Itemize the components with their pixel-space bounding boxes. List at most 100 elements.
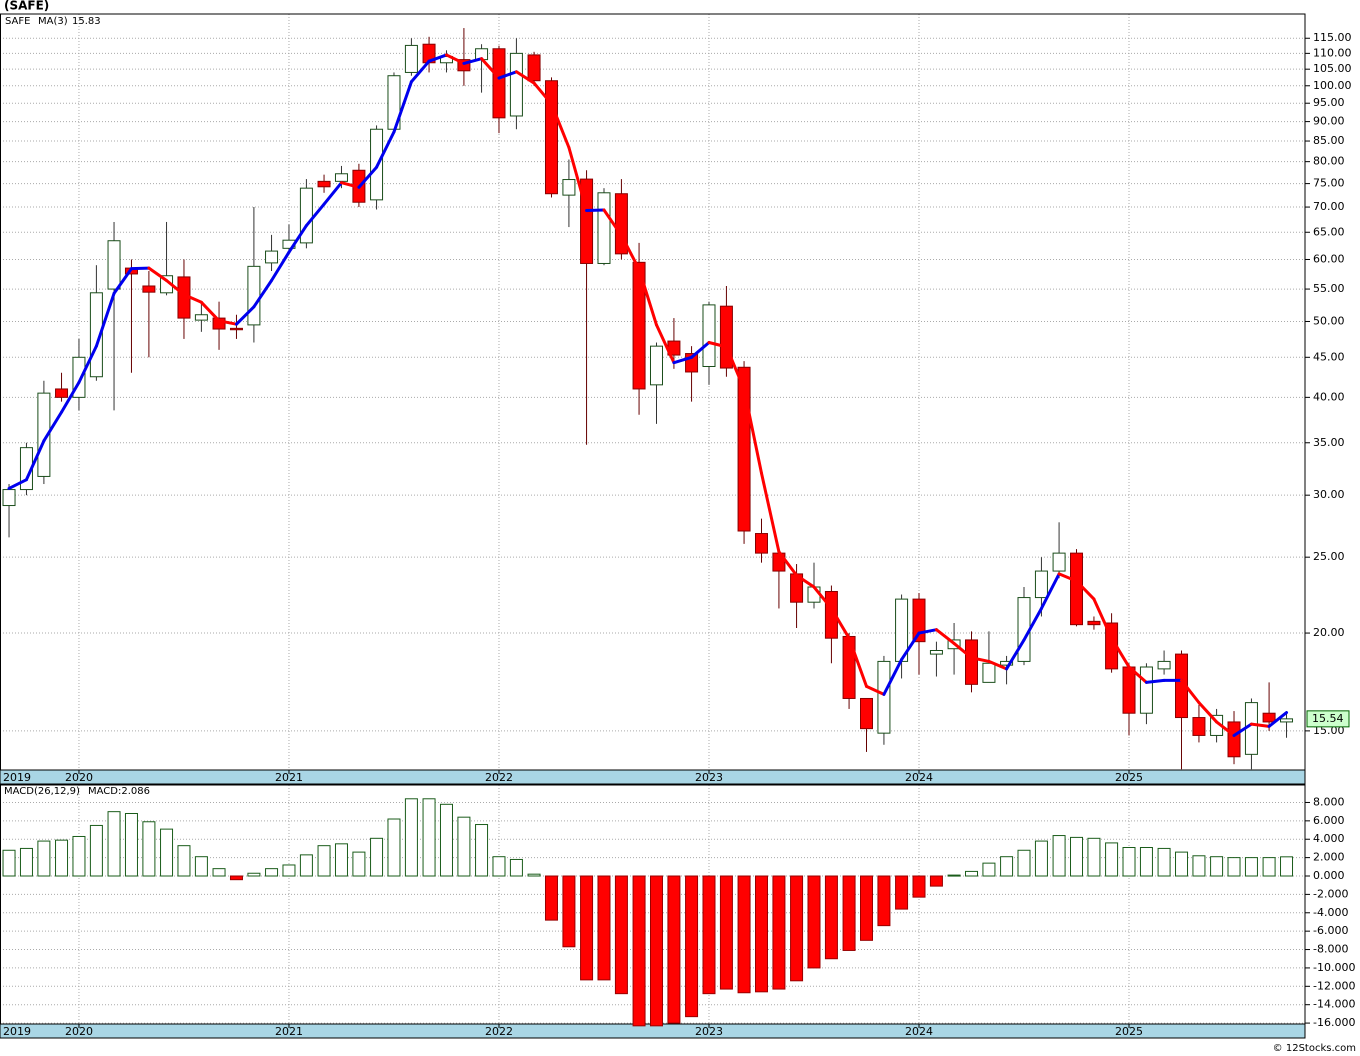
ma-segment — [1075, 579, 1096, 601]
macd-bar — [475, 824, 489, 877]
ma-segment — [427, 53, 448, 63]
candle-body — [1227, 721, 1241, 758]
ma-segment — [444, 53, 466, 65]
macd-bar — [614, 875, 628, 995]
macd-bar — [1175, 851, 1189, 877]
macd-bar — [212, 868, 226, 877]
candle-body — [1262, 712, 1276, 723]
ma-segment — [829, 606, 851, 640]
macd-bar — [177, 845, 191, 877]
y-tick-label: 95.00 — [1313, 96, 1345, 109]
ma-segment — [1127, 665, 1148, 684]
ma-segment — [812, 585, 833, 610]
ma-segment — [549, 102, 571, 149]
ma-segment — [375, 130, 396, 169]
ma-segment — [777, 550, 799, 577]
ma-segment — [1232, 722, 1253, 737]
y-tick-label: 105.00 — [1313, 62, 1352, 75]
macd-bar — [37, 840, 51, 877]
macd-bar — [772, 875, 786, 990]
macd-bar — [509, 858, 523, 877]
macd-bar — [229, 875, 243, 881]
macd-bar — [439, 803, 453, 877]
x-tick-label: 2022 — [485, 1025, 513, 1038]
candle-body — [492, 48, 506, 119]
x-tick-label: 2025 — [1115, 1025, 1143, 1038]
ma-segment — [94, 291, 116, 348]
candle-body — [1157, 660, 1171, 670]
ma-segment — [182, 293, 203, 304]
ma-segment — [1092, 597, 1114, 640]
ma-segment — [252, 279, 274, 309]
macd-bar — [1227, 857, 1241, 877]
ma-segment — [970, 656, 991, 663]
macd-bar — [1122, 847, 1136, 877]
y-tick-label: 80.00 — [1313, 155, 1345, 168]
candle-body — [334, 173, 348, 182]
candle-body — [1139, 666, 1153, 714]
macd-bar — [1105, 842, 1119, 877]
candle-body — [1034, 570, 1048, 599]
macd-bar — [790, 875, 804, 982]
y-tick-label: 20.00 — [1313, 626, 1345, 639]
chart-title: (SAFE) — [4, 0, 49, 13]
ma-segment — [637, 267, 658, 327]
legend-ma-value: 15.83 — [72, 16, 101, 27]
candle-body — [194, 314, 208, 321]
macd-bar — [1087, 837, 1101, 877]
macd-bar — [492, 856, 506, 877]
candle-body — [527, 54, 541, 82]
y-tick-label: 25.00 — [1313, 550, 1345, 563]
macd-bar — [842, 875, 856, 951]
y-tick-label: 110.00 — [1313, 46, 1352, 59]
ma-segment — [742, 387, 763, 475]
x-tick-label: 2021 — [275, 771, 303, 784]
candle-body — [457, 59, 471, 72]
macd-bar — [299, 854, 313, 877]
candle-body — [632, 261, 646, 390]
macd-bar — [124, 812, 138, 877]
macd-bar — [142, 821, 156, 877]
x-tick-label: 2023 — [695, 1025, 723, 1038]
macd-bar — [2, 849, 16, 877]
ma-segment — [1215, 720, 1236, 737]
ma-segment — [7, 478, 28, 490]
macd-bar — [1262, 857, 1276, 877]
macd-bar — [597, 875, 611, 981]
ma-segment — [882, 658, 904, 696]
ma-segment — [1197, 701, 1219, 724]
y-tick-label: -4.000 — [1313, 906, 1348, 919]
x-tick-label: 2019 — [3, 771, 31, 784]
macd-bar — [160, 828, 174, 877]
footer: © 12Stocks.com — [1273, 1043, 1356, 1054]
y-tick-label: 35.00 — [1313, 436, 1345, 449]
macd-bar — [352, 851, 366, 877]
ma-segment — [304, 202, 326, 228]
candle-body — [754, 533, 768, 554]
macd-bar — [929, 875, 943, 887]
y-tick-label: 85.00 — [1313, 134, 1345, 147]
ma-segment — [900, 631, 921, 662]
ma-segment — [987, 659, 1009, 671]
macd-bar — [1192, 855, 1206, 877]
ma-segment — [234, 305, 256, 326]
candle-body — [37, 392, 51, 477]
ma-segment — [42, 410, 64, 443]
macd-bar — [947, 874, 961, 877]
legend-macd-name: MACD(26,12,9) — [4, 786, 80, 797]
candle-body — [1052, 552, 1066, 572]
macd-bar — [19, 847, 33, 877]
y-tick-label: 65.00 — [1313, 225, 1345, 238]
macd-bar — [387, 818, 401, 877]
y-tick-label: -10.000 — [1313, 961, 1355, 974]
candle-body — [562, 179, 576, 196]
ma-segment — [480, 57, 501, 80]
macd-bar — [370, 837, 384, 877]
candle-body — [929, 649, 943, 655]
y-tick-label: 100.00 — [1313, 79, 1352, 92]
macd-bar — [702, 875, 716, 995]
macd-bar — [544, 875, 558, 921]
ma-segment — [392, 80, 413, 134]
macd-bar — [107, 811, 121, 877]
